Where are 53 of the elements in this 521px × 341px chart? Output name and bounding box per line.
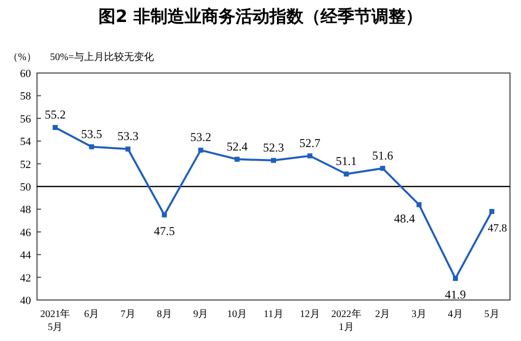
y-tick-label: 52: [20, 158, 31, 171]
data-label: 55.2: [44, 107, 66, 122]
x-tick-label: 3月: [412, 309, 427, 320]
point: [198, 148, 204, 153]
chart-title: 图2 非制造业商务活动指数（经季节调整）: [98, 7, 422, 27]
data-label: 51.1: [336, 154, 357, 168]
x-tick-label: 2月: [375, 309, 390, 320]
point: [125, 146, 130, 152]
x-tick-label: 7月: [120, 309, 136, 320]
data-label: 51.6: [372, 148, 394, 162]
y-tick-label: 48: [20, 204, 32, 216]
data-label: 53.5: [81, 126, 102, 141]
x-tick-label: 5月: [484, 309, 500, 320]
y-tick-label: 56: [20, 113, 32, 126]
y-tick-label: 60: [20, 68, 32, 80]
point: [380, 166, 386, 171]
x-tick-label: 4月: [448, 309, 463, 320]
data-label: 53.2: [190, 130, 212, 144]
point: [489, 208, 494, 214]
data-label: 52.4: [226, 139, 248, 154]
y-axis-title: （%）: [8, 52, 36, 63]
data-label: 53.3: [117, 129, 138, 144]
y-tick-label: 40: [20, 295, 32, 307]
point: [344, 172, 349, 177]
point: [271, 158, 276, 163]
y-tick-label: 54: [20, 136, 32, 148]
point: [234, 156, 240, 162]
point: [307, 153, 312, 158]
y-tick-label: 46: [20, 226, 32, 239]
x-tick-label: 2021年 5月: [40, 308, 70, 333]
y-tick-label: 50: [20, 182, 32, 194]
x-tick-label: 11月: [264, 309, 284, 320]
point: [89, 144, 94, 150]
data-label: 52.3: [263, 140, 284, 154]
x-tick-label: 12月: [300, 309, 320, 320]
x-tick-label: 8月: [156, 309, 172, 320]
y-tick-label: 58: [20, 90, 32, 103]
data-label: 52.7: [299, 136, 320, 150]
text: 50%=与上月比较无变化: [50, 51, 154, 63]
x-tick-label: 6月: [84, 309, 100, 320]
point: [416, 202, 422, 208]
point: [162, 212, 167, 218]
y-tick-label: 42: [20, 272, 31, 284]
point: [52, 124, 58, 130]
x-tick-label: 2022年 1月: [331, 308, 362, 333]
data-label: 47.5: [154, 224, 175, 238]
x-tick-label: 10月: [227, 309, 248, 320]
data-label: 47.8: [488, 222, 508, 234]
x-tick-label: 9月: [193, 309, 208, 320]
y-tick-label: 44: [20, 250, 32, 262]
point: [452, 276, 458, 281]
data-label: 48.4: [394, 212, 416, 226]
data-label: 41.9: [444, 287, 466, 302]
